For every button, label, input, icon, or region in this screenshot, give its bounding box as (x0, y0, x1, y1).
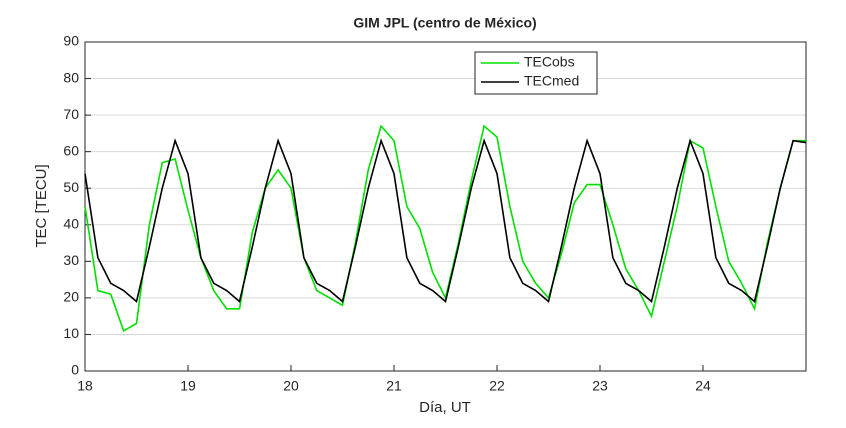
x-tick-label: 24 (695, 378, 711, 394)
x-tick-label: 19 (180, 378, 196, 394)
data-line (84, 138, 807, 304)
data-line (84, 124, 806, 332)
y-tick-label: 60 (63, 142, 79, 158)
legend-label: TECmed (524, 73, 579, 89)
y-tick-label: 0 (71, 362, 79, 378)
y-tick-label: 70 (63, 106, 79, 122)
y-tick-label: 80 (63, 69, 79, 85)
y-tick-label: 20 (63, 289, 79, 305)
y-tick-label: 40 (63, 215, 79, 231)
x-tick-label: 22 (489, 378, 505, 394)
x-tick-label: 18 (77, 378, 93, 394)
chart-title: GIM JPL (centro de México) (353, 15, 536, 31)
x-tick-label: 21 (386, 378, 402, 394)
legend-label: TECobs (524, 54, 575, 70)
y-tick-label: 30 (63, 252, 79, 268)
legend-box (474, 51, 598, 95)
y-tick-label: 90 (63, 33, 79, 49)
x-tick-label: 23 (592, 378, 608, 394)
y-tick-label: 50 (63, 179, 79, 195)
x-tick-label: 20 (283, 378, 299, 394)
y-axis-label: TEC [TECU] (33, 164, 50, 247)
y-tick-label: 10 (63, 325, 79, 341)
x-axis-label: Día, UT (419, 399, 471, 416)
